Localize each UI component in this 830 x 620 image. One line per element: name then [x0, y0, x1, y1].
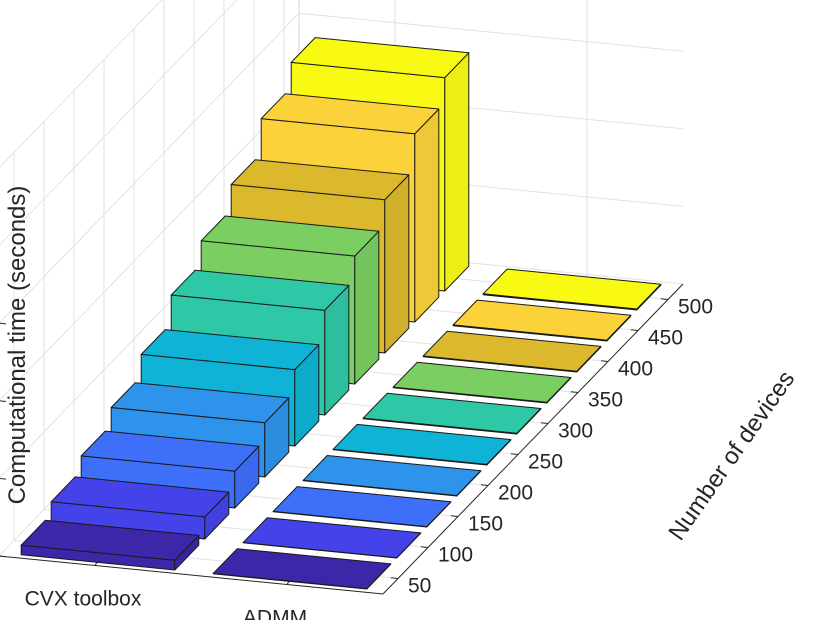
- bar: [392, 361, 572, 404]
- bar-top-face: [302, 455, 482, 496]
- device-tick: [510, 453, 519, 455]
- bar-top-face: [482, 268, 662, 310]
- bar-top-face: [362, 392, 542, 434]
- bar-side-face: [354, 230, 380, 385]
- device-tick-label: 450: [648, 327, 683, 350]
- device-tick-label: 500: [678, 296, 713, 319]
- bar: [452, 299, 632, 342]
- bar-top-face: [242, 517, 422, 559]
- bar: [362, 392, 542, 435]
- value-tick: [0, 400, 7, 402]
- device-tick-label: 100: [438, 544, 473, 567]
- value-tick: [0, 322, 7, 325]
- bar-top-face: [212, 548, 392, 590]
- bar-top-face: [272, 486, 452, 528]
- y-axis-label: Computational time (seconds): [4, 186, 31, 505]
- bar-top-face: [80, 430, 260, 472]
- method-tick-label: CVX toolbox: [25, 588, 142, 611]
- bar-top-face: [392, 361, 572, 403]
- bar: [272, 486, 452, 528]
- device-tick-label: 200: [498, 482, 533, 505]
- bar: [302, 455, 482, 497]
- bar-top-face: [20, 519, 200, 561]
- bar-top-face: [110, 382, 290, 424]
- device-tick-label: 350: [588, 389, 623, 412]
- bar: [422, 330, 602, 373]
- bar-side-face: [384, 174, 410, 354]
- device-tick: [540, 422, 549, 424]
- device-tick: [570, 391, 579, 393]
- bar-top-face: [422, 330, 602, 372]
- value-tick: [0, 477, 7, 480]
- device-tick: [450, 515, 459, 517]
- bar-top-face: [332, 423, 512, 465]
- device-tick: [480, 484, 489, 486]
- device-tick-label: 250: [528, 451, 563, 474]
- bar: [482, 268, 662, 311]
- device-tick-label: 300: [558, 420, 593, 443]
- bar-top-face: [290, 37, 470, 79]
- device-tick-label: 150: [468, 513, 503, 536]
- device-tick: [660, 298, 669, 300]
- device-tick: [600, 360, 609, 362]
- device-axis-line: [382, 283, 684, 595]
- gridline: [0, 0, 238, 246]
- bar-top-face: [260, 93, 440, 135]
- device-tick: [390, 577, 399, 579]
- bar: [242, 517, 422, 559]
- bar-side-face: [444, 52, 470, 292]
- device-tick-label: 50: [408, 575, 431, 598]
- bar-top-face: [50, 476, 230, 518]
- device-tick: [630, 329, 639, 331]
- bar-top-face: [452, 299, 632, 341]
- gridline: [0, 0, 163, 168]
- device-tick: [420, 546, 429, 548]
- device-tick-label: 400: [618, 358, 653, 381]
- bar: [212, 548, 392, 590]
- bar: [332, 423, 512, 466]
- method-axis-line: [0, 555, 384, 595]
- bar: [20, 519, 200, 571]
- bar-top-face: [170, 269, 350, 311]
- bar-layer: [20, 37, 662, 590]
- bar-top-face: [230, 159, 410, 201]
- bar-side-face: [414, 108, 440, 323]
- depth-axis-label: Number of devices: [663, 366, 800, 545]
- bar-top-face: [200, 215, 380, 257]
- bar: [50, 476, 230, 540]
- method-tick-label: ADMM: [243, 607, 307, 620]
- axis-layer: 0204060CVX toolboxADMM501001502002503003…: [0, 283, 713, 620]
- bar-top-face: [140, 329, 320, 371]
